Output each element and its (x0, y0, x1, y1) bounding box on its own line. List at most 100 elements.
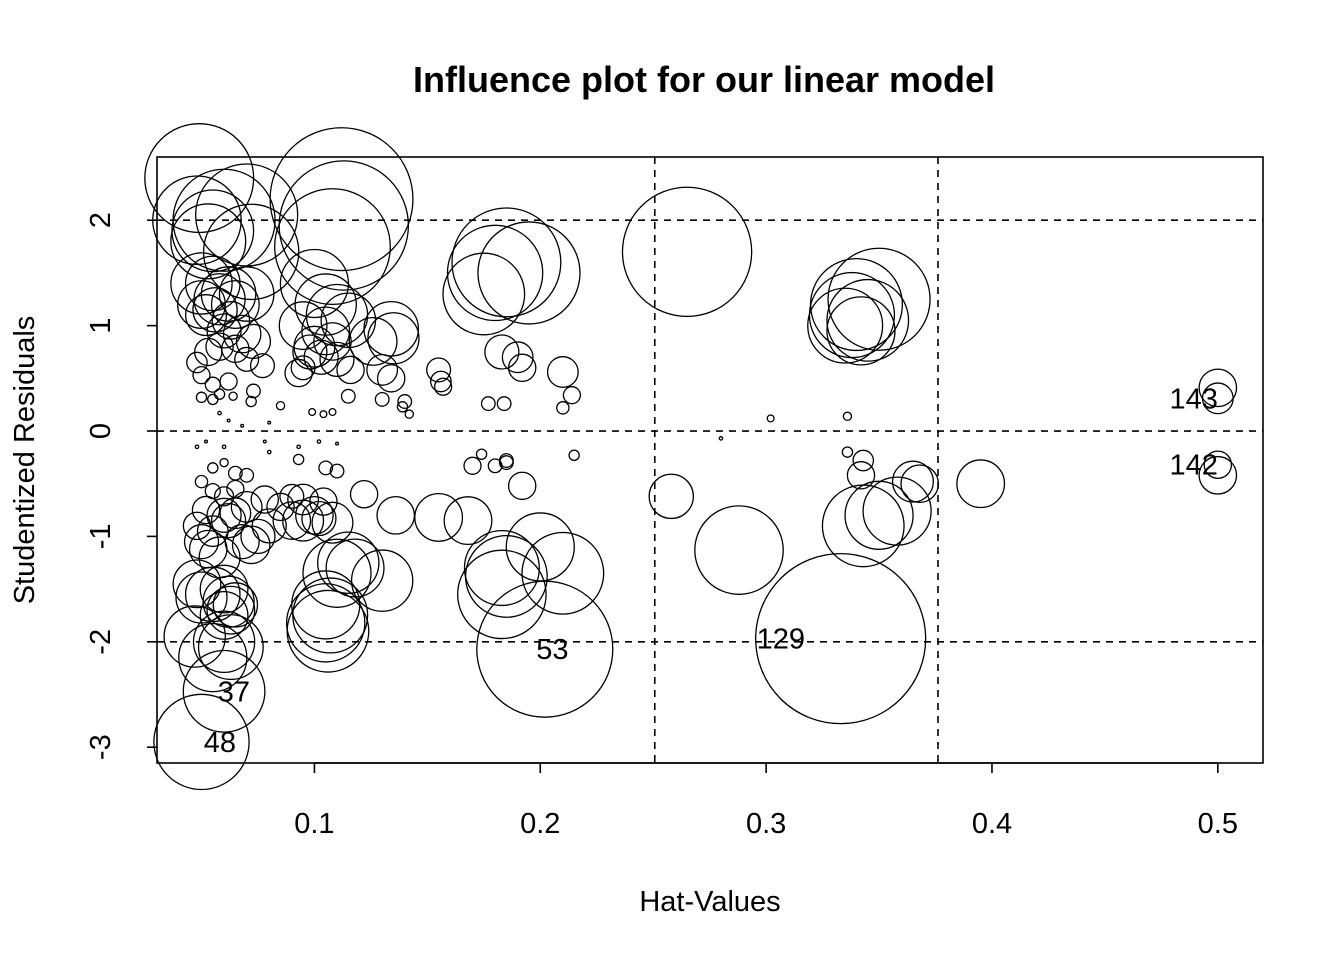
data-point (648, 473, 695, 520)
data-point (826, 296, 896, 366)
data-point (251, 508, 287, 544)
data-point (186, 351, 208, 374)
data-point (275, 400, 286, 411)
chart-title: Influence plot for our linear model (413, 59, 995, 100)
data-point (846, 461, 876, 490)
data-point (319, 410, 328, 419)
data-point (303, 339, 339, 375)
data-point (184, 294, 228, 337)
reference-lines (157, 157, 1263, 763)
data-point (224, 524, 260, 560)
data-point (367, 312, 420, 365)
data-point (404, 409, 415, 419)
data-point (374, 391, 390, 407)
data-point (213, 388, 226, 400)
data-point (163, 605, 226, 668)
data-point (206, 313, 242, 349)
data-point (434, 377, 453, 396)
data-point (217, 410, 222, 416)
data-point (278, 160, 410, 291)
data-point (292, 577, 369, 654)
data-point (210, 502, 247, 539)
data-point (234, 346, 260, 372)
data-point (279, 483, 305, 509)
y-tick-label: 1 (85, 318, 117, 334)
data-point (451, 207, 562, 318)
data-point (183, 524, 220, 560)
data-point (290, 355, 316, 381)
data-point (498, 455, 514, 471)
x-axis-label: Hat-Values (639, 886, 780, 918)
data-point (188, 529, 228, 569)
data-point (562, 386, 582, 405)
data-point (197, 614, 264, 681)
data-point (809, 257, 904, 352)
y-tick-label: -3 (85, 734, 117, 760)
data-point (442, 252, 526, 336)
y-axis-label: Studentized Residuals (9, 316, 41, 605)
data-point (219, 457, 229, 468)
data-point (496, 396, 512, 412)
data-point (718, 436, 724, 441)
data-point (206, 585, 256, 635)
data-point (250, 485, 279, 514)
data-point (463, 529, 540, 607)
data-point (287, 483, 320, 516)
data-point (202, 203, 300, 301)
data-point (207, 462, 219, 474)
data-point (192, 287, 238, 333)
data-point (348, 316, 398, 366)
data-point (900, 464, 940, 504)
data-point (144, 123, 255, 234)
data-point (463, 456, 482, 475)
data-point (350, 549, 414, 612)
data-point (278, 301, 328, 351)
data-point (199, 591, 249, 640)
data-point (621, 186, 753, 318)
data-point (852, 449, 875, 472)
data-point (296, 444, 301, 450)
data-point (844, 480, 914, 550)
data-point (195, 391, 208, 404)
data-point (507, 353, 537, 383)
data-point (213, 486, 235, 507)
y-axis: -3 -2 -1 0 1 2 (85, 212, 157, 760)
x-axis: 0.1 0.2 0.3 0.4 0.5 (294, 762, 1238, 840)
data-point (349, 480, 379, 509)
data-point (245, 395, 257, 408)
data-point (191, 495, 221, 525)
data-point (170, 203, 247, 280)
point-label: 143 (1169, 383, 1217, 415)
data-point (430, 370, 452, 393)
data-point (219, 497, 252, 530)
data-point (266, 449, 272, 455)
data-point (192, 610, 256, 674)
data-point (568, 449, 580, 462)
data-point (396, 401, 409, 413)
data-point (262, 439, 267, 444)
data-point (240, 518, 276, 555)
data-point (334, 441, 340, 446)
y-tick-label: -2 (85, 629, 117, 655)
data-point (292, 453, 305, 466)
data-point (694, 505, 784, 595)
data-point (221, 444, 227, 450)
data-point (475, 448, 488, 460)
data-point (206, 497, 242, 533)
data-point (1198, 368, 1238, 408)
data-point (507, 471, 537, 501)
data-point (230, 490, 263, 523)
data-point (366, 353, 399, 386)
data-point (546, 356, 579, 388)
data-point (285, 583, 366, 663)
data-point (317, 531, 380, 595)
data-point (195, 163, 299, 267)
data-point (363, 300, 420, 357)
data-point (204, 439, 209, 444)
data-point (313, 322, 352, 361)
data-point (207, 393, 219, 406)
data-point (891, 460, 934, 503)
data-point (267, 420, 272, 425)
point-label: 37 (218, 676, 250, 708)
data-point (239, 467, 255, 483)
